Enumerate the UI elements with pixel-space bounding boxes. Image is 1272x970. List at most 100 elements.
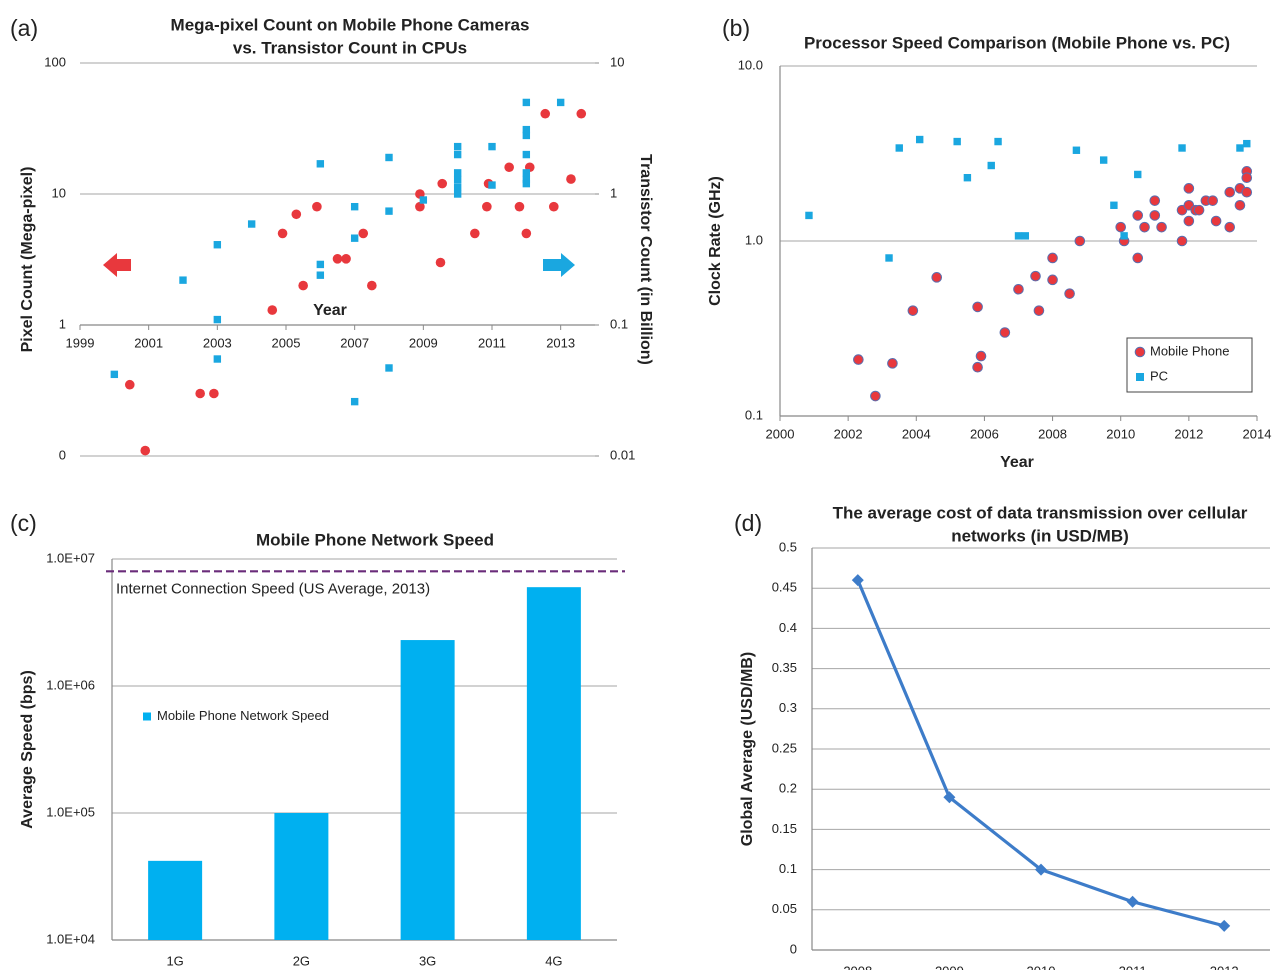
point (576, 108, 587, 119)
point (540, 108, 551, 119)
x-tick-label: 2008 (843, 963, 872, 970)
point (522, 125, 531, 134)
point (1139, 221, 1150, 233)
y-tick-label: 0.45 (772, 580, 797, 595)
point (972, 361, 983, 373)
left-arrow (103, 253, 131, 277)
point (1243, 139, 1251, 148)
point (1134, 170, 1142, 179)
y-tick-label: 0.35 (772, 660, 797, 675)
point (1035, 863, 1047, 876)
point (1224, 186, 1236, 198)
point (1218, 919, 1231, 932)
point (453, 150, 462, 159)
y2-tick-label: 10 (610, 54, 624, 69)
point (1120, 232, 1128, 240)
y-tick-label: 1.0 (745, 232, 763, 247)
point (1030, 270, 1041, 282)
point (358, 228, 369, 239)
y-tick-label: 10.0 (738, 57, 763, 72)
point (1013, 283, 1024, 295)
point (291, 209, 302, 220)
point (453, 142, 462, 151)
y-tick-label: 0.4 (779, 620, 797, 635)
legend-box (1126, 337, 1253, 393)
point (341, 254, 351, 264)
point (522, 131, 531, 140)
point (522, 175, 531, 184)
x-tick-label: 2011 (1119, 963, 1147, 970)
x-tick-label: 2001 (134, 335, 163, 350)
point (994, 137, 1002, 146)
point (1183, 215, 1195, 227)
point (1126, 895, 1139, 908)
point (367, 280, 377, 291)
point (140, 445, 151, 456)
y2-tick-label: 0.01 (610, 447, 635, 462)
bar (274, 813, 329, 940)
point (853, 354, 864, 365)
point (1207, 195, 1219, 206)
chart-title: Mobile Phone Network Speed (256, 530, 494, 549)
point (999, 327, 1011, 338)
bar (148, 860, 203, 940)
point (350, 397, 359, 406)
point (895, 144, 903, 152)
y-axis-label: Pixel Count (Mega-pixel) (19, 167, 36, 353)
x-axis-label: Year (313, 302, 347, 319)
x-tick-label: 1G (166, 953, 183, 968)
point (437, 178, 448, 189)
point (470, 228, 480, 239)
y-tick-label: 0 (790, 941, 797, 956)
point (213, 315, 222, 324)
point (247, 220, 256, 228)
point (943, 791, 956, 804)
chart-title: vs. Transistor Count in CPUs (233, 38, 467, 57)
y-tick-label: 0.5 (779, 539, 797, 554)
legend-label: Mobile Phone Network Speed (157, 708, 329, 723)
point (522, 169, 531, 177)
point (195, 388, 205, 399)
x-tick-label: 2002 (834, 426, 863, 441)
chart-title: Mega-pixel Count on Mobile Phone Cameras (171, 15, 530, 34)
point (488, 142, 496, 151)
y-tick-label: 0.1 (745, 407, 763, 422)
x-tick-label: 2014 (1243, 426, 1272, 441)
point (385, 153, 393, 162)
point (556, 98, 565, 107)
x-tick-label: 2004 (902, 426, 931, 441)
point (972, 301, 983, 313)
y-axis-label: Global Average (USD/MB) (739, 652, 756, 846)
y-tick-label: 0.2 (779, 781, 797, 796)
chart-title: Processor Speed Comparison (Mobile Phone… (804, 33, 1230, 52)
y-tick-label: 0.25 (772, 740, 797, 755)
point (1193, 204, 1205, 216)
point (1047, 252, 1058, 264)
point (1210, 215, 1222, 227)
point (987, 161, 995, 170)
x-tick-label: 2012 (1174, 426, 1203, 441)
point (963, 173, 972, 182)
point (1149, 210, 1161, 221)
point (1156, 221, 1167, 233)
point (851, 574, 864, 587)
point (1241, 172, 1253, 183)
x-tick-label: 2007 (340, 335, 369, 350)
x-tick-label: 1999 (66, 335, 95, 350)
point (522, 150, 531, 159)
point (213, 241, 222, 249)
legend-label: PC (1150, 368, 1168, 383)
point (1047, 274, 1058, 286)
x-tick-label: 3G (419, 953, 436, 968)
x-tick-label: 2008 (1038, 426, 1067, 441)
point (1014, 232, 1023, 240)
y-tick-label: 0.05 (772, 901, 797, 916)
point (110, 370, 119, 379)
point (385, 364, 393, 372)
point (805, 211, 813, 220)
x-tick-label: 2013 (546, 335, 575, 350)
point (1183, 183, 1195, 194)
point (885, 254, 893, 262)
point (316, 260, 325, 269)
